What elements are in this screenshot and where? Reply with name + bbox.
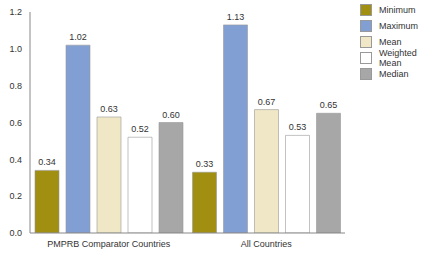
svg-text:1.0: 1.0 (9, 44, 22, 54)
svg-text:0.52: 0.52 (131, 124, 149, 134)
svg-text:0.33: 0.33 (196, 159, 214, 169)
html-text:Mean: Mean (379, 37, 402, 47)
svg-text:1.02: 1.02 (69, 32, 87, 42)
svg-text:0.67: 0.67 (258, 97, 276, 107)
svg-text:0.8: 0.8 (9, 81, 22, 91)
svg-text:0.60: 0.60 (162, 110, 180, 120)
svg-text:0.65: 0.65 (320, 100, 338, 110)
svg-text:0.0: 0.0 (9, 228, 22, 238)
html-text:Minimum: Minimum (379, 5, 416, 15)
svg-text:0.2: 0.2 (9, 191, 22, 201)
svg-text:PMPRB Comparator Countries: PMPRB Comparator Countries (47, 239, 171, 249)
svg-text:0.6: 0.6 (9, 118, 22, 128)
html-text:Weighted Mean: Weighted Mean (378, 48, 417, 68)
svg-text:0.4: 0.4 (9, 155, 22, 165)
svg-text:1.2: 1.2 (9, 7, 22, 17)
svg-text:0.53: 0.53 (289, 122, 307, 132)
html-text:Maximum: Maximum (379, 21, 418, 31)
html-text:Median: Median (379, 69, 409, 79)
svg-text:1.13: 1.13 (227, 12, 245, 22)
svg-text:0.34: 0.34 (38, 157, 56, 167)
svg-text:All Countries: All Countries (241, 239, 293, 249)
svg-text:0.63: 0.63 (100, 104, 118, 114)
